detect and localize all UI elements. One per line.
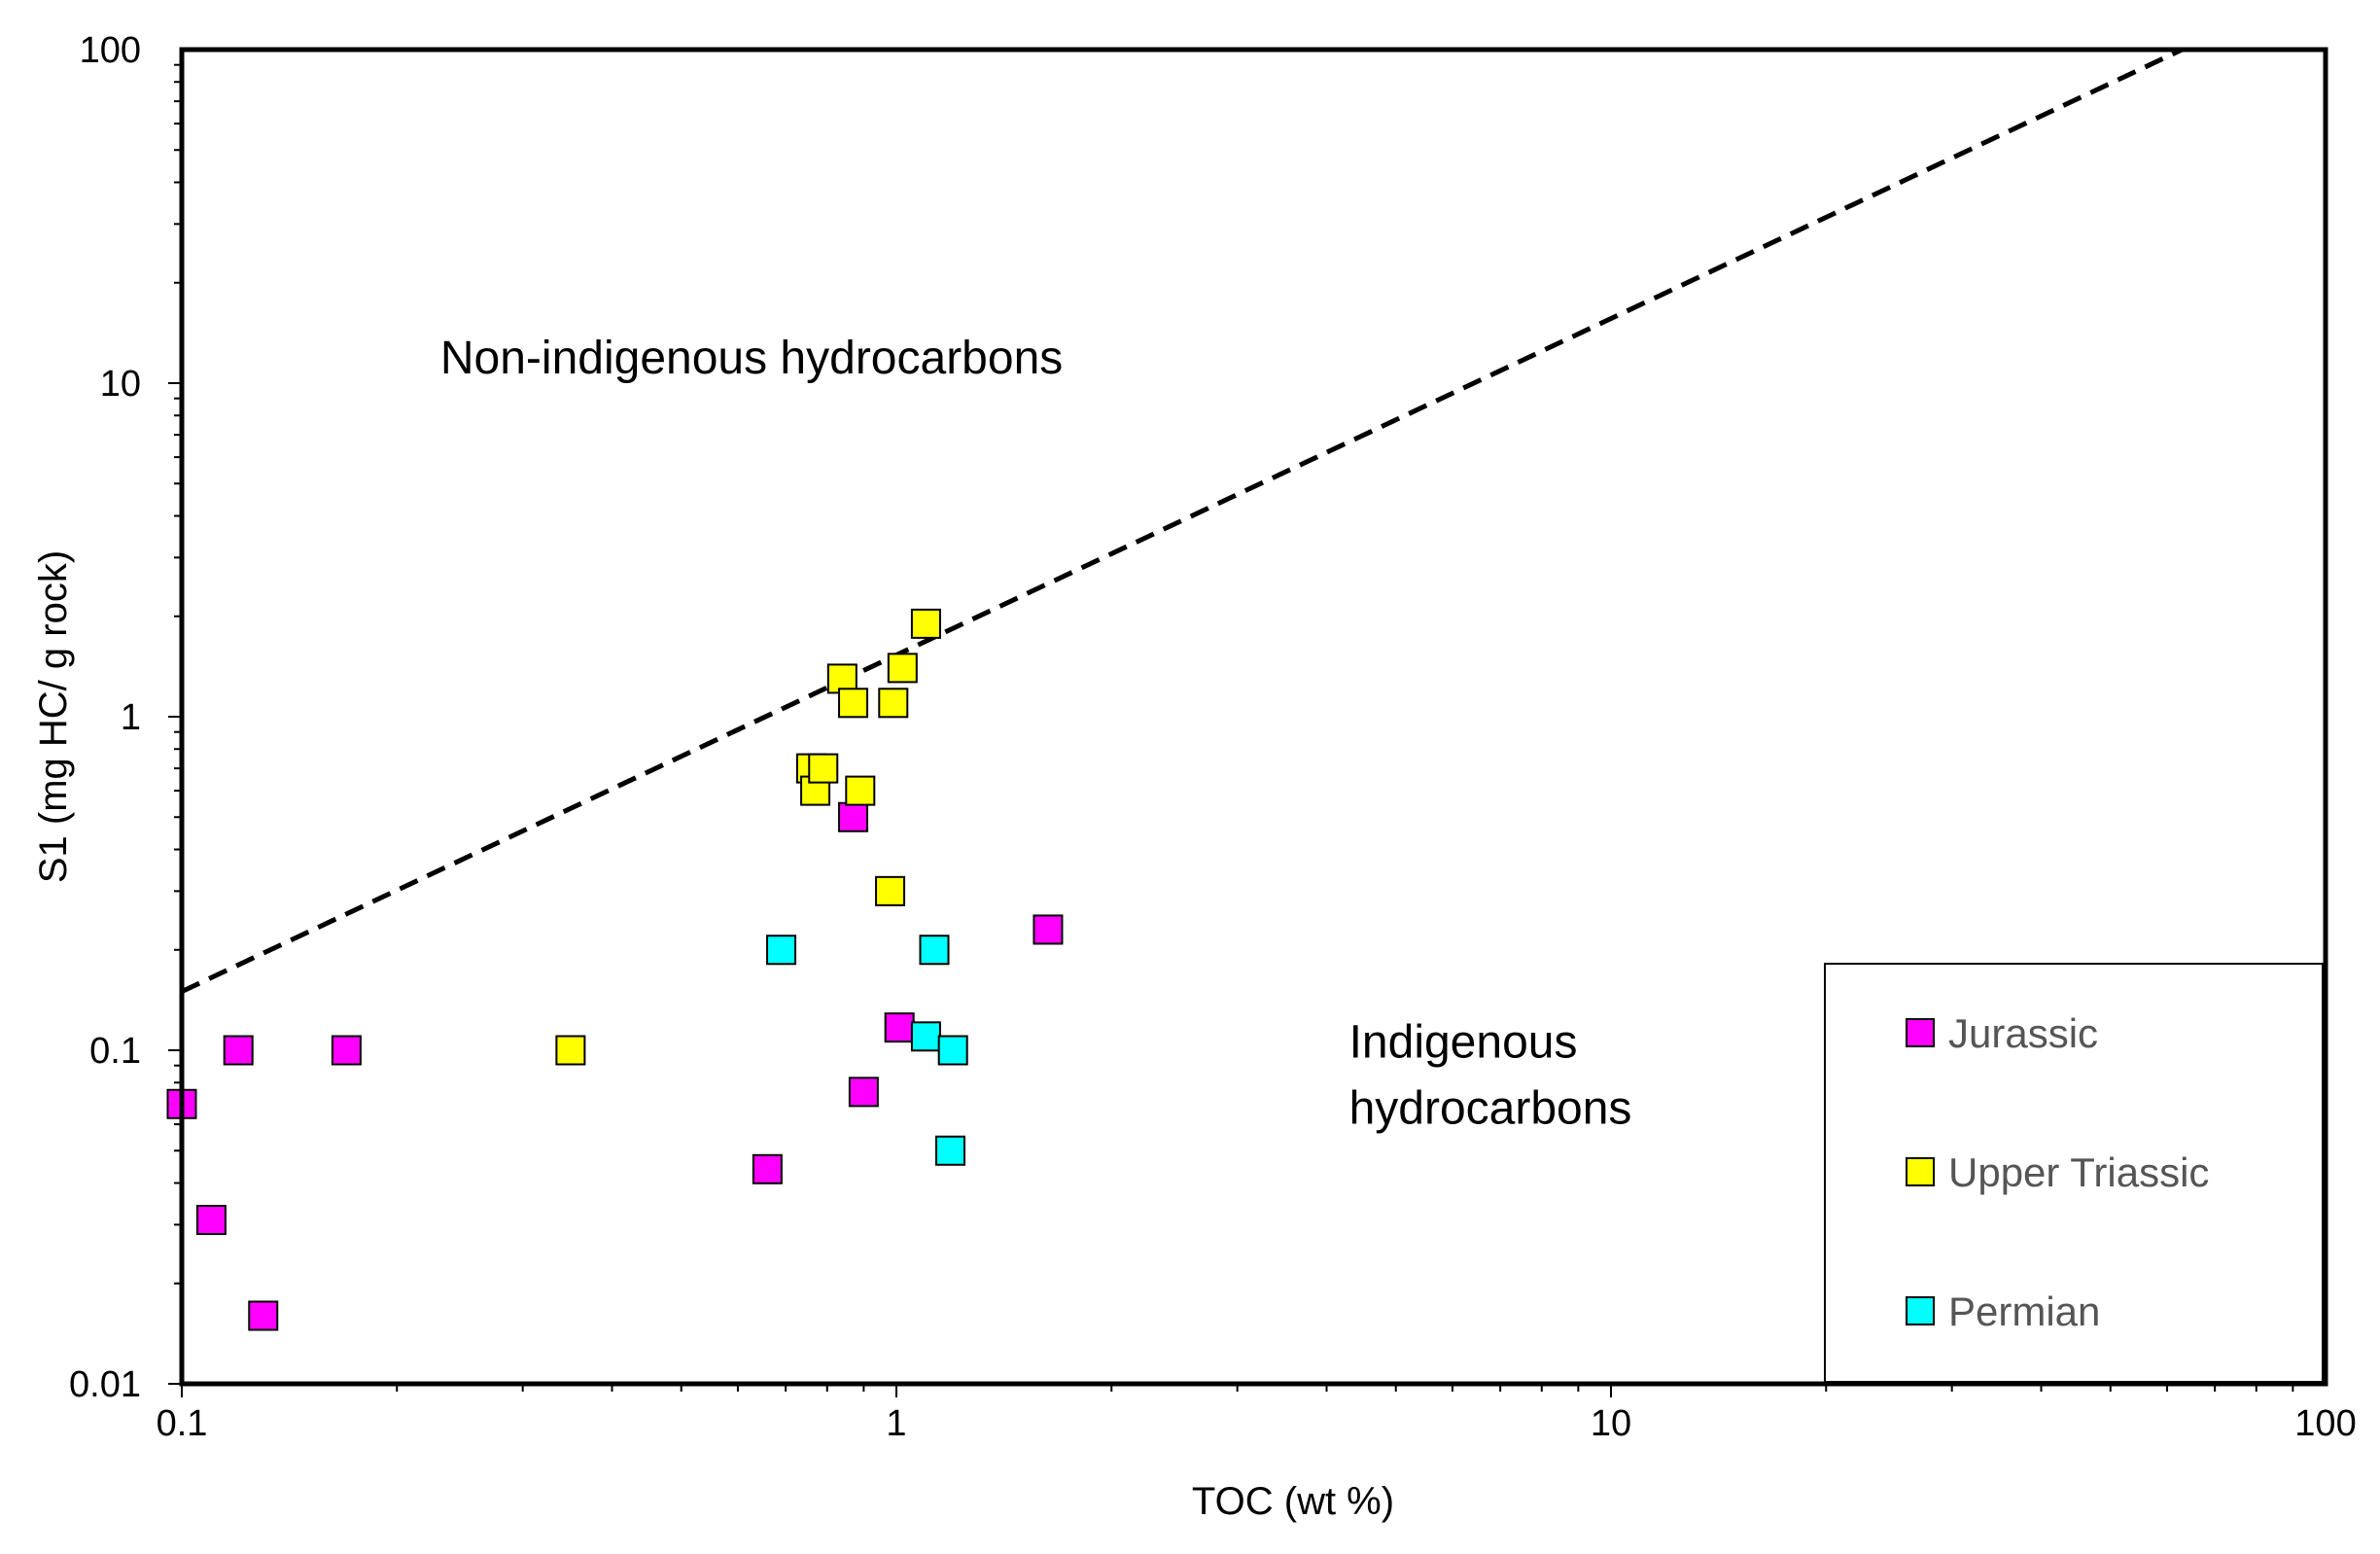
y-tick-label: 10 [100, 364, 141, 405]
point-jurassic [195, 1204, 227, 1235]
point-permian [766, 935, 797, 966]
point-upper-triassic [878, 688, 909, 719]
legend-label-jurassic: Jurassic [1948, 1010, 2098, 1056]
annotations: Non-indigenous hydrocarbons Indigenous hyd… [440, 333, 1632, 1135]
legend: Jurassic Upper Triassic Permian [1824, 963, 2324, 1383]
x-tick-label: 0.1 [157, 1403, 208, 1444]
y-tick-label: 100 [80, 30, 141, 71]
legend-label-permian: Permian [1948, 1289, 2100, 1334]
legend-marker-upper-triassic [1906, 1157, 1935, 1186]
legend-label-upper-triassic: Upper Triassic [1948, 1149, 2209, 1195]
y-tick-label: 1 [121, 697, 141, 738]
legend-marker-jurassic [1906, 1018, 1935, 1047]
reference-line [180, 47, 2184, 994]
point-upper-triassic [875, 875, 906, 906]
point-upper-triassic [808, 753, 839, 784]
point-permian [935, 1135, 966, 1166]
data-points [166, 608, 1064, 1331]
plot-area-frame [179, 47, 2328, 1387]
point-jurassic [838, 801, 869, 832]
x-tick-label: 10 [1591, 1403, 1631, 1444]
point-upper-triassic [555, 1035, 586, 1066]
region-label-non-indigenous: Non-indigenous hydrocarbons [440, 333, 1063, 384]
point-jurassic [884, 1012, 915, 1043]
legend-marker-permian [1906, 1296, 1935, 1325]
y-tick-label: 0.01 [69, 1364, 141, 1405]
point-upper-triassic [838, 688, 869, 719]
reference-line-group [180, 47, 2184, 994]
tick-labels: 0.1 1 10 100 0.01 0.1 1 10 100 [69, 30, 2357, 1444]
x-tick-label: 1 [886, 1403, 906, 1444]
point-upper-triassic [887, 653, 918, 684]
point-permian [910, 1021, 941, 1052]
y-axis-title: S1 (mg HC/ g rock) [32, 550, 75, 883]
point-jurassic [1032, 914, 1064, 945]
point-jurassic [752, 1153, 783, 1184]
point-upper-triassic [845, 775, 876, 806]
point-jurassic [848, 1077, 879, 1108]
point-jurassic [331, 1035, 362, 1066]
point-jurassic [248, 1300, 279, 1331]
y-tick-label: 0.1 [89, 1031, 141, 1072]
point-permian [919, 935, 950, 966]
point-jurassic [223, 1035, 254, 1066]
region-label-indigenous: Indigenous hydrocarbons [1349, 1017, 1632, 1135]
point-upper-triassic [910, 608, 941, 639]
point-permian [937, 1035, 968, 1066]
x-axis-title: TOC (wt %) [1192, 1480, 1394, 1523]
x-tick-label: 100 [2294, 1403, 2356, 1444]
